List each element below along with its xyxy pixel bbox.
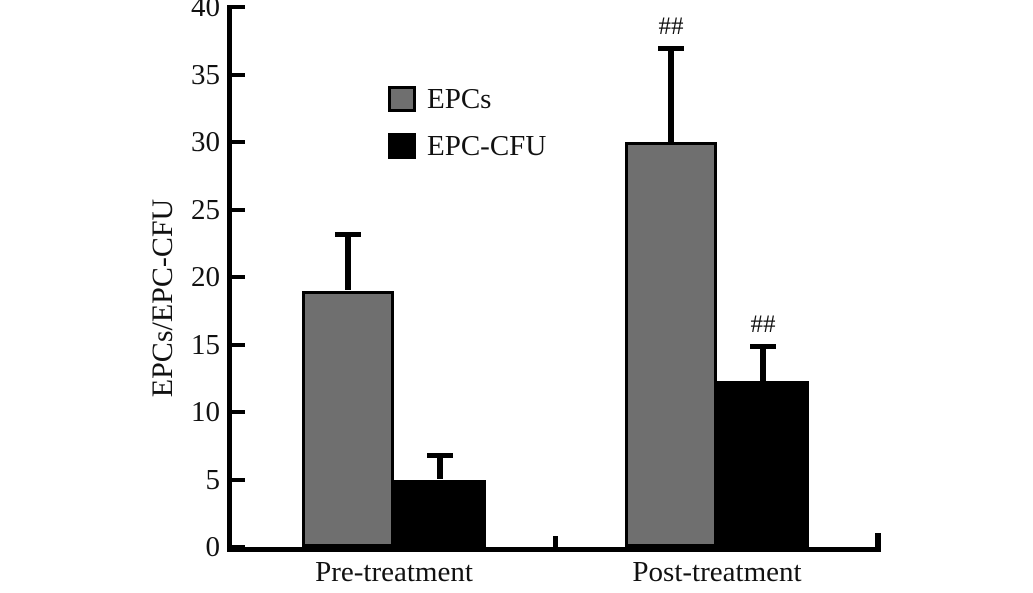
x-category-label-post-treatment: Post-treatment [632, 556, 802, 588]
bar-epcs-post [625, 142, 717, 547]
error-bar-cap-epcs-post [658, 45, 684, 51]
y-tick-label-0: 0 [205, 531, 221, 563]
bar-epcs-pre [302, 290, 394, 547]
error-bar-cap-epc-cfu-post [750, 343, 776, 349]
y-tick-5 [232, 477, 245, 482]
legend-label-epc-cfu: EPC-CFU [427, 130, 547, 162]
bar-epc-cfu-post [717, 380, 809, 547]
y-tick-label-35: 35 [191, 58, 220, 91]
y-tick-label-15: 15 [191, 328, 220, 361]
y-tick-label-20: 20 [191, 261, 220, 293]
legend-label-epcs: EPCs [427, 83, 492, 115]
y-axis-line [227, 5, 232, 552]
y-tick-30 [232, 140, 245, 144]
bar-epc-cfu-pre [394, 479, 486, 547]
error-bar-line-epc-cfu-pre [437, 455, 443, 480]
y-axis-title: EPCs/EPC-CFU [146, 198, 179, 398]
y-tick-35 [232, 72, 245, 77]
legend: EPCs EPC-CFU [388, 84, 546, 161]
y-tick-15 [232, 342, 245, 347]
significance-annotation-epc-cfu-post: ## [750, 310, 776, 338]
x-axis-line [227, 547, 881, 552]
significance-annotation-epcs-post: ## [658, 12, 684, 40]
y-tick-label-10: 10 [191, 396, 220, 428]
y-tick-40 [232, 5, 245, 9]
error-bar-line-epc-cfu-post [760, 345, 766, 381]
legend-item-epc-cfu: EPC-CFU [388, 131, 546, 161]
y-tick-label-5: 5 [205, 463, 221, 496]
x-category-label-pre-treatment: Pre-treatment [315, 556, 473, 588]
error-bar-line-epcs-pre [345, 233, 351, 291]
y-tick-25 [232, 207, 245, 212]
y-tick-label-40: 40 [191, 0, 220, 23]
y-tick-label-25: 25 [191, 193, 220, 226]
legend-item-epcs: EPCs [388, 84, 546, 114]
x-axis-end-tick [875, 533, 881, 549]
y-tick-20 [232, 275, 245, 279]
y-tick-0 [232, 545, 245, 549]
legend-swatch-epcs [388, 86, 416, 112]
error-bar-cap-epc-cfu-pre [427, 453, 453, 459]
legend-swatch-epc-cfu [388, 133, 416, 159]
error-bar-cap-epcs-pre [335, 231, 361, 237]
y-tick-label-30: 30 [191, 126, 220, 158]
x-axis-group-divider-tick [553, 536, 558, 547]
y-tick-10 [232, 410, 245, 414]
error-bar-line-epcs-post [668, 47, 674, 142]
